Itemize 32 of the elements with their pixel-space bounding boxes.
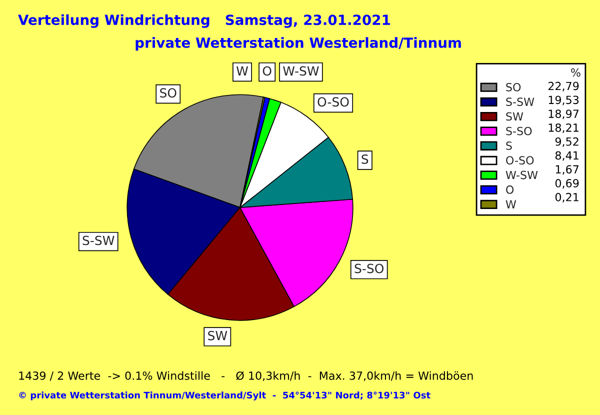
legend-label: S (506, 142, 512, 150)
legend-label: S-SO (506, 126, 532, 136)
slice-label: S-SO (354, 264, 384, 274)
legend-title: % (571, 68, 580, 77)
slice-label: O-SO (318, 97, 349, 107)
data-label: 8,41 (555, 151, 578, 161)
slice-label: S (362, 154, 368, 164)
data-label: 9,52 (555, 137, 578, 147)
legend-label: W (506, 200, 516, 208)
slice-label: W-SW (283, 66, 319, 76)
data-label: 18,97 (548, 110, 578, 120)
slice-label: S-SW (82, 236, 114, 246)
text: 1439 / 2 Werte -> 0.1% Windstille - Ø 10,3km/h - Max. 37,0km/h = Windböen (19, 371, 473, 382)
data-label: 18,21 (548, 123, 578, 134)
slice-label: O (262, 66, 272, 76)
slice-label: SW (208, 330, 228, 340)
chart-title: Verteilung Windrichtung Samstag, 23.01.2021 (18, 14, 390, 28)
data-label: 1,67 (556, 165, 578, 175)
legend-label: O-SO (506, 156, 534, 165)
data-label: 22,79 (548, 82, 579, 92)
legend-label: SO (506, 82, 521, 92)
category-label: W (236, 66, 248, 76)
legend-label: SW (506, 112, 524, 121)
slice-label: SO (160, 88, 176, 98)
data-label: 19,53 (548, 96, 579, 106)
chart-subtitle: private Wetterstation Westerland/Tinnum (136, 37, 461, 51)
text: © private Wetterstation Tinnum/Westerland/Sylt - 54°54'13" Nord; 8°19'13" Ost (19, 392, 430, 400)
legend-label: W-SW (506, 170, 538, 180)
legend-label: S-SW (506, 98, 534, 106)
data-label: 0,21 (555, 192, 578, 202)
data-label: 0,69 (555, 179, 579, 189)
legend-label: O (506, 185, 514, 194)
